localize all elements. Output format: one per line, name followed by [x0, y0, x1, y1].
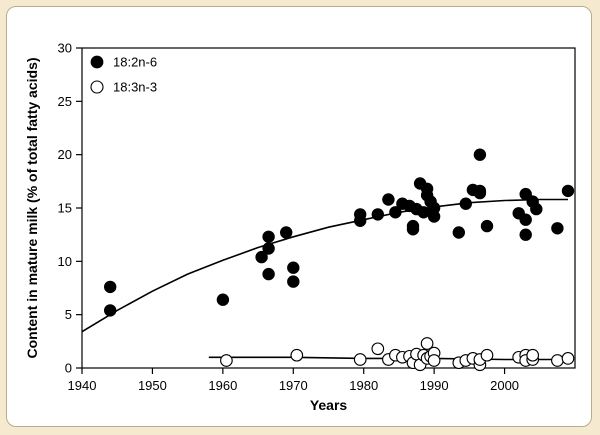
data-point-18-2n-6: [216, 293, 230, 306]
y-tick-label: 30: [58, 41, 72, 56]
chart-frame: 0 5 10 15 20 25 30 1940 1950 1960 1970 1980 1990 200…: [6, 6, 592, 427]
x-tick-label: 1940: [68, 378, 97, 393]
data-point-18-2n-6: [480, 219, 494, 233]
data-point-18-2n-6: [262, 230, 275, 244]
trend-line-series-0: [81, 198, 568, 333]
data-point-18-2n-6: [382, 193, 395, 206]
data-point-18-2n-6: [427, 210, 441, 223]
data-point-18-2n-6: [103, 280, 117, 294]
data-point-18-3n-3: [420, 337, 434, 350]
data-point-18-2n-6: [420, 182, 434, 196]
legend-marker-18-2n-6: [90, 55, 104, 69]
data-point-18-2n-6: [473, 186, 487, 200]
legend-label-18-2n-6: 18:2n-6: [113, 55, 157, 70]
y-tick-label: 10: [58, 254, 72, 269]
legend-label-18-3n-3: 18:3n-3: [113, 80, 157, 95]
x-axis: 1940 1950 1960 1970 1980 1990 2000: [68, 368, 519, 393]
data-point-18-2n-6: [561, 184, 575, 198]
data-point-18-3n-3: [371, 342, 385, 356]
data-point-18-2n-6: [406, 219, 420, 233]
data-point-18-2n-6: [262, 267, 275, 281]
data-point-18-3n-3: [480, 348, 494, 362]
data-point-18-3n-3: [551, 354, 564, 367]
x-tick-label: 1980: [349, 378, 378, 393]
y-axis-title: Content in mature milk (% of total fatty…: [24, 57, 40, 358]
data-point-18-2n-6: [280, 226, 293, 239]
x-axis-title: Years: [310, 397, 348, 413]
data-point-18-2n-6: [371, 208, 385, 221]
data-point-18-2n-6: [530, 202, 543, 216]
data-point-18-2n-6: [287, 261, 300, 274]
data-point-18-2n-6: [473, 148, 487, 161]
x-tick-label: 1960: [208, 378, 237, 393]
data-point-18-2n-6: [287, 275, 300, 288]
data-point-18-2n-6: [551, 222, 564, 235]
y-tick-label: 20: [58, 147, 72, 162]
data-point-18-2n-6: [417, 206, 430, 219]
axes: [81, 47, 576, 369]
legend-marker-18-3n-3: [90, 80, 104, 94]
data-point-18-2n-6: [519, 228, 532, 241]
data-point-18-3n-3: [561, 352, 575, 365]
y-tick-label: 5: [65, 307, 72, 322]
legend: 18:2n-6 18:3n-3: [90, 55, 157, 95]
data-points: [103, 148, 575, 372]
x-tick-label: 1990: [420, 378, 449, 393]
data-point-18-3n-3: [220, 354, 233, 367]
data-point-18-2n-6: [389, 206, 402, 219]
data-point-18-3n-3: [427, 354, 441, 367]
y-tick-label: 0: [65, 361, 72, 376]
data-point-18-2n-6: [262, 242, 275, 255]
plot-area: [81, 47, 576, 369]
data-point-18-2n-6: [459, 197, 473, 210]
data-point-18-2n-6: [452, 226, 466, 239]
y-tick-label: 15: [58, 201, 72, 216]
trend-lines: [81, 198, 568, 361]
data-point-18-2n-6: [103, 304, 117, 317]
data-point-18-2n-6: [354, 208, 367, 221]
x-tick-label: 1950: [138, 378, 167, 393]
data-point-18-2n-6: [255, 250, 268, 264]
x-tick-label: 2000: [490, 378, 519, 393]
data-point-18-3n-3: [290, 348, 304, 362]
data-point-18-3n-3: [526, 348, 540, 362]
y-axis: 0 5 10 15 20 25 30: [58, 41, 82, 376]
data-point-18-3n-3: [353, 353, 367, 366]
y-tick-label: 25: [58, 94, 72, 109]
x-tick-label: 1970: [279, 378, 308, 393]
data-point-18-2n-6: [519, 213, 532, 226]
scatter-chart: 0 5 10 15 20 25 30 1940 1950 1960 1970 1980 1990 200…: [24, 41, 576, 413]
